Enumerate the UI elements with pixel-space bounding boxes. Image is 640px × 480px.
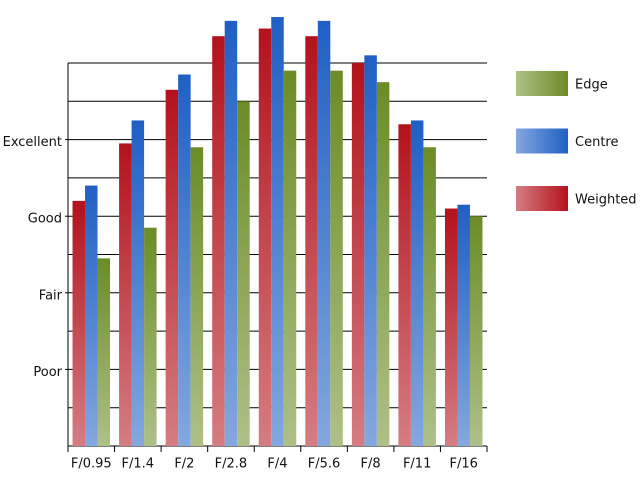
bar — [351, 63, 365, 446]
x-tick-label: F/4 — [267, 457, 287, 472]
x-tick-label: F/8 — [361, 457, 381, 472]
x-tick-label: F/0.95 — [71, 457, 112, 472]
bar — [190, 147, 204, 446]
bar — [165, 89, 179, 446]
bar — [72, 200, 86, 446]
y-tick-label: Fair — [39, 288, 63, 303]
legend-swatch — [516, 128, 568, 154]
bar — [144, 227, 157, 446]
bar — [423, 147, 436, 446]
bar — [271, 17, 284, 446]
x-tick-label: F/16 — [450, 457, 478, 472]
x-tick-label: F/1.4 — [122, 457, 155, 472]
bar — [305, 36, 318, 446]
y-tick-label: Poor — [33, 365, 62, 380]
bar — [212, 36, 225, 446]
bar — [97, 258, 111, 446]
legend-label: Edge — [575, 78, 608, 93]
legend-label: Weighted — [575, 193, 637, 208]
y-tick-label: Excellent — [3, 135, 62, 150]
x-tick-label: F/5.6 — [308, 457, 341, 472]
bar — [178, 74, 191, 447]
bar — [376, 82, 390, 447]
bar — [444, 208, 458, 446]
bar — [410, 120, 424, 446]
bar — [398, 124, 411, 446]
x-tick-label: F/11 — [403, 457, 431, 472]
y-tick-label: Good — [28, 212, 62, 227]
x-tick-label: F/2.8 — [215, 457, 248, 472]
bar — [330, 70, 343, 446]
bar — [224, 20, 238, 447]
bar — [131, 120, 145, 446]
bar — [258, 28, 272, 447]
bar — [119, 143, 132, 446]
bar — [317, 20, 331, 447]
bar — [364, 55, 377, 447]
bar — [85, 185, 98, 446]
bar — [469, 216, 483, 446]
x-tick-label: F/2 — [174, 457, 194, 472]
legend-swatch — [516, 186, 568, 211]
legend-label: Centre — [575, 135, 618, 150]
legend-swatch — [516, 71, 568, 96]
bar — [457, 204, 470, 446]
bar — [283, 70, 297, 446]
bar — [237, 101, 250, 447]
